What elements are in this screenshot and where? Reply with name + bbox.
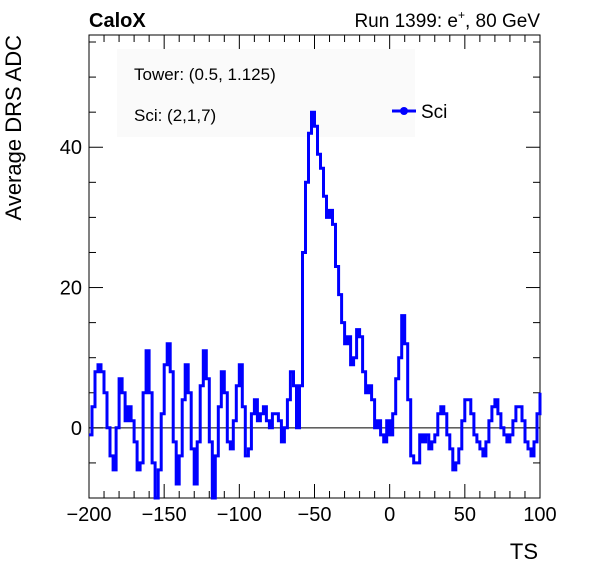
legend-label: Sci [421, 102, 447, 123]
y-tick-label: 20 [60, 278, 82, 300]
tower-annotation: Tower: (0.5, 1.125) [134, 65, 276, 84]
experiment-label: CaloX [89, 10, 146, 32]
x-tick-label: 50 [454, 504, 476, 526]
series-line-sci [89, 110, 542, 500]
x-tick-label: −150 [142, 504, 187, 526]
x-tick-label: 100 [523, 504, 556, 526]
x-tick-label: −200 [66, 504, 111, 526]
axis-tick-labels: −200 −150 −100 −50 0 50 100 0 20 40 [60, 137, 557, 526]
sci-annotation: Sci: (2,1,7) [134, 106, 216, 125]
annotation-box [117, 49, 415, 137]
legend: Sci [392, 102, 447, 123]
y-axis-title: Average DRS ADC [1, 35, 26, 221]
legend-marker [400, 107, 408, 115]
x-tick-label: −100 [217, 504, 262, 526]
y-tick-label: 40 [60, 137, 82, 159]
x-tick-label: −50 [298, 504, 332, 526]
x-axis-title: TS [510, 539, 538, 564]
y-tick-label: 0 [71, 418, 82, 440]
x-tick-label: 0 [384, 504, 395, 526]
run-label: Run 1399: e+, 80 GeV [354, 8, 540, 32]
